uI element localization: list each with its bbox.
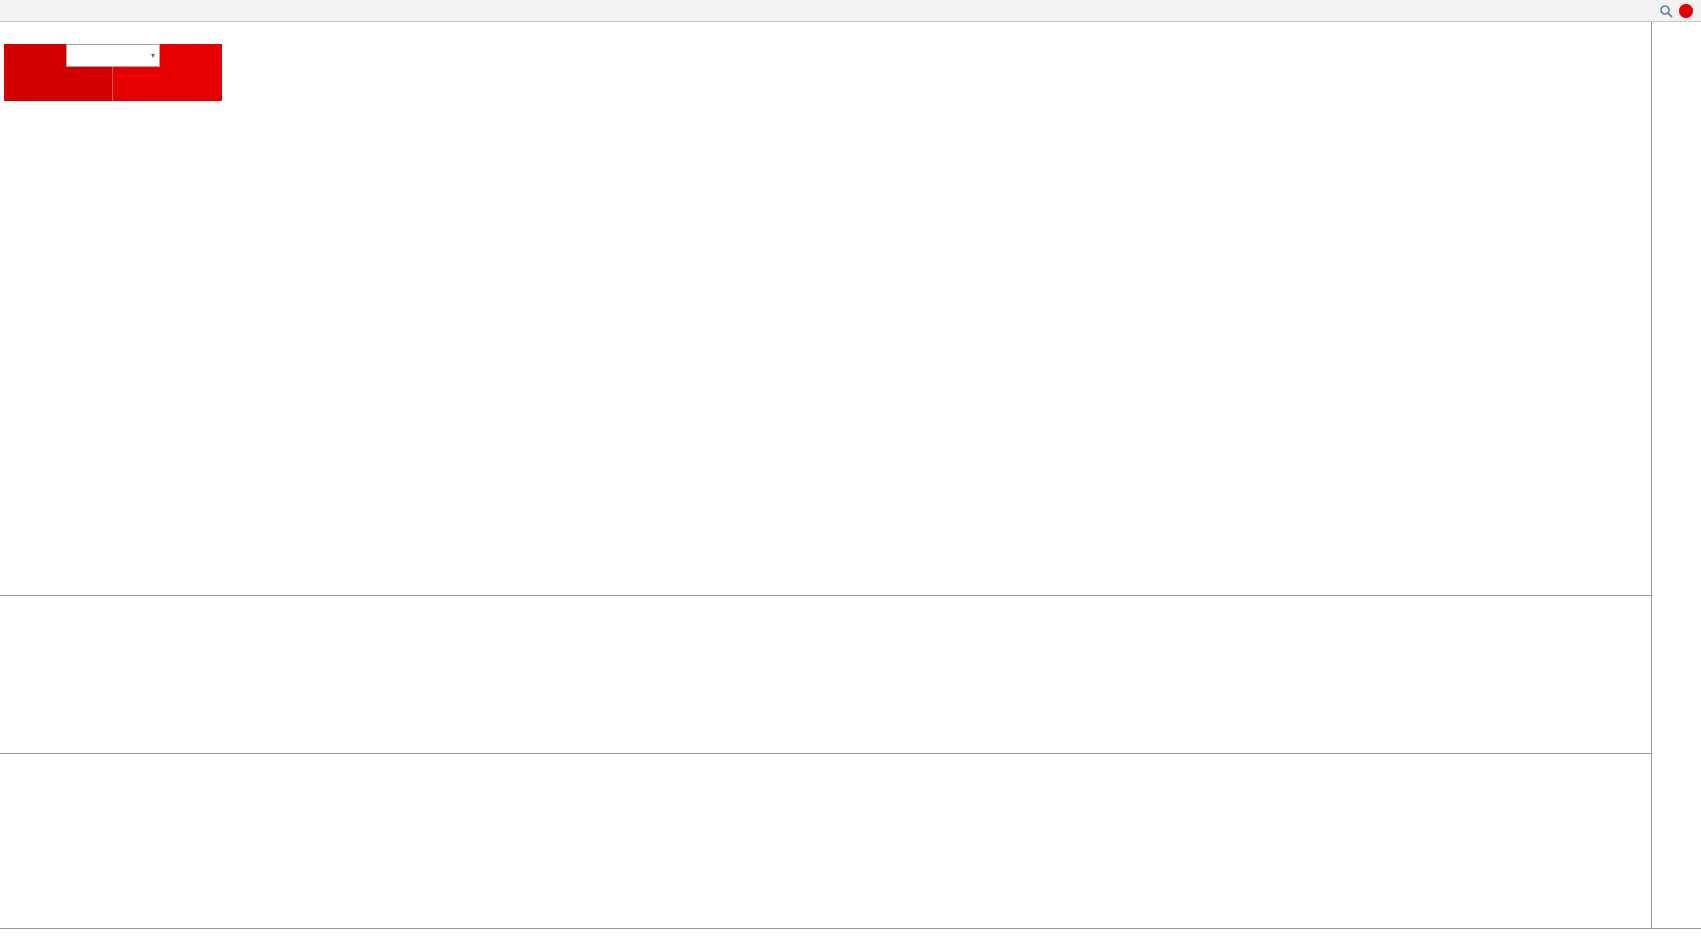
macd-panel-separator[interactable] [0, 595, 1701, 596]
buy-price[interactable] [113, 67, 222, 101]
toolbar-right [1659, 3, 1697, 18]
symbol-info [6, 27, 15, 38]
search-icon[interactable] [1659, 4, 1673, 18]
price-axis[interactable] [1651, 0, 1701, 928]
sell-price[interactable] [4, 67, 113, 101]
time-axis[interactable] [0, 928, 1701, 944]
volume-input[interactable]: ▾ [66, 44, 160, 67]
macd-label [4, 598, 19, 609]
one-click-trading-panel: ▾ [4, 44, 222, 101]
rsi-label [4, 756, 14, 767]
rsi-panel-separator[interactable] [0, 753, 1701, 754]
buy-button[interactable] [160, 44, 222, 67]
toolbar [0, 0, 1701, 22]
sell-button[interactable] [4, 44, 66, 67]
volume-dropdown-icon[interactable]: ▾ [150, 51, 155, 60]
notification-badge[interactable] [1679, 3, 1693, 18]
